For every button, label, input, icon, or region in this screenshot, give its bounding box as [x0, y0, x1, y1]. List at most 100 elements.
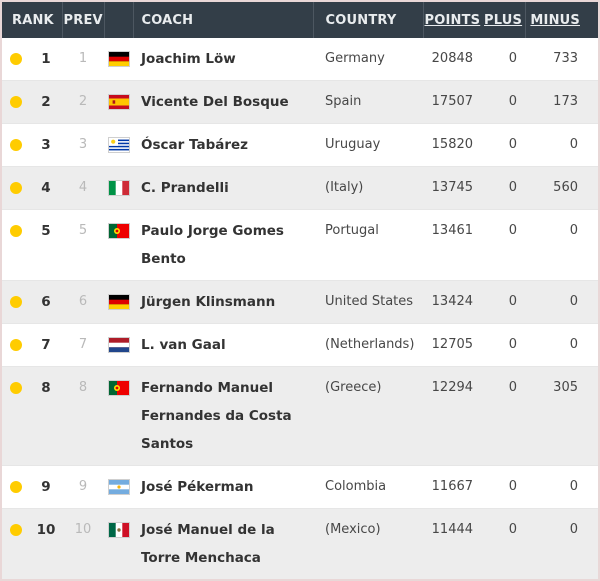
country-cell: Portugal [313, 209, 424, 281]
coach-name: L. van Gaal [141, 337, 226, 353]
coach-name: Óscar Tabárez [141, 137, 249, 153]
flag-cell [104, 465, 134, 509]
table-row: 5 5 Paulo Jorge Gomes Bento Portugal 13461 0 0 [2, 209, 598, 281]
rank-cell: 7 [30, 323, 63, 367]
flag-germany-icon [108, 295, 129, 309]
table-row: 10 10 José Manuel de la Torre Menchaca (Mex… [2, 508, 598, 579]
country-cell: Germany [325, 51, 385, 66]
rank-status-cell [2, 366, 30, 466]
rank-unchanged-dot-icon [10, 524, 22, 536]
plus-cell: 0 [508, 51, 518, 66]
prev-cell: 5 [62, 209, 105, 281]
column-header-minus: MINUS [524, 2, 598, 38]
coach-name: José Manuel de la Torre Menchaca [141, 522, 275, 566]
flag-portugal-icon [108, 224, 129, 238]
points-cell: 17507 [423, 80, 484, 124]
rank-unchanged-dot-icon [10, 225, 22, 237]
plus-cell: 0 [483, 508, 526, 579]
minus-cell: 560 [525, 166, 598, 210]
rank-cell: 3 [30, 123, 63, 167]
coach-cell: Óscar Tabárez [133, 123, 314, 167]
flag-cell [104, 80, 134, 124]
plus-cell: 0 [483, 323, 526, 367]
plus-cell: 0 [483, 123, 526, 167]
flag-cell [104, 123, 134, 167]
prev-cell: 9 [62, 465, 105, 509]
rank-unchanged-dot-icon [10, 382, 22, 394]
country-cell: (Italy) [313, 166, 424, 210]
rank-status-cell [2, 209, 30, 281]
country-cell: Uruguay [313, 123, 424, 167]
table-body: 1 1 Joachim Löw Germany 20848 0 733 2 2 Vicente D… [2, 38, 598, 579]
coach-cell: Vicente Del Bosque [133, 80, 314, 124]
rank-cell: 10 [30, 508, 63, 579]
rank-unchanged-dot-icon [10, 481, 22, 493]
prev-cell: 2 [62, 80, 105, 124]
coach-cell: José Manuel de la Torre Menchaca [133, 508, 314, 579]
country-cell: United States [313, 280, 424, 324]
rank-status-cell [2, 38, 30, 81]
rank-unchanged-dot-icon [10, 139, 22, 151]
prev-cell: 10 [62, 508, 105, 579]
prev-cell: 7 [62, 323, 105, 367]
flag-cell [104, 280, 134, 324]
rank-unchanged-dot-icon [10, 96, 22, 108]
coach-cell: Paulo Jorge Gomes Bento [133, 209, 314, 281]
rank-status-cell [2, 80, 30, 124]
coach-cell: Fernando Manuel Fernandes da Costa Santo… [133, 366, 314, 466]
sort-points-link[interactable]: POINTS [424, 12, 481, 28]
rank-unchanged-dot-icon [10, 182, 22, 194]
country-cell: (Netherlands) [313, 323, 424, 367]
flag-cell [104, 209, 134, 281]
flag-cell [104, 366, 134, 466]
rank-unchanged-dot-icon [10, 296, 22, 308]
points-cell: 13424 [423, 280, 484, 324]
rank-cell: 2 [30, 80, 63, 124]
plus-cell: 0 [483, 209, 526, 281]
sort-plus-link[interactable]: PLUS [484, 12, 523, 28]
country-cell: Spain [313, 80, 424, 124]
rank-cell: 4 [30, 166, 63, 210]
rank-cell: 5 [30, 209, 63, 281]
minus-cell: 0 [525, 280, 598, 324]
flag-cell [104, 323, 134, 367]
rank-status-cell [2, 166, 30, 210]
column-header-country: COUNTRY [312, 2, 424, 38]
column-header-rank: RANK [2, 2, 63, 38]
plus-cell: 0 [483, 366, 526, 466]
plus-cell: 0 [483, 166, 526, 210]
plus-cell: 0 [483, 280, 526, 324]
table-row: 7 7 L. van Gaal (Netherlands) 12705 0 0 [2, 323, 598, 367]
minus-cell: 173 [525, 80, 598, 124]
flag-cell [104, 38, 133, 81]
rank-status-cell [2, 280, 30, 324]
country-cell: Colombia [313, 465, 424, 509]
column-header-plus: PLUS [483, 2, 526, 38]
coach-cell: L. van Gaal [133, 323, 314, 367]
rank-status-cell [2, 123, 30, 167]
flag-uruguay-icon [108, 138, 129, 152]
table-row: 3 3 Óscar Tabárez Uruguay 15820 0 0 [2, 123, 598, 167]
header-row: RANK PREV COACH COUNTRY POINTS PLUS MINU… [2, 2, 598, 38]
flag-cell [104, 166, 134, 210]
country-cell: (Greece) [313, 366, 424, 466]
rank-unchanged-dot-icon [10, 339, 22, 351]
prev-cell: 1 [78, 51, 88, 66]
rank-status-cell [2, 323, 30, 367]
points-cell: 11444 [423, 508, 484, 579]
column-header-flag [103, 2, 134, 38]
points-cell: 12294 [423, 366, 484, 466]
flag-germany-icon [108, 52, 129, 66]
flag-cell [104, 508, 134, 579]
coach-cell: C. Prandelli [133, 166, 314, 210]
rank-cell: 1 [41, 51, 51, 67]
coach-name: C. Prandelli [141, 180, 229, 196]
coach-name: Vicente Del Bosque [141, 94, 289, 110]
coach-name: José Pékerman [141, 479, 254, 495]
prev-cell: 3 [62, 123, 105, 167]
sort-minus-link[interactable]: MINUS [530, 12, 580, 28]
coach-name: Jürgen Klinsmann [141, 294, 276, 310]
prev-cell: 8 [62, 366, 105, 466]
